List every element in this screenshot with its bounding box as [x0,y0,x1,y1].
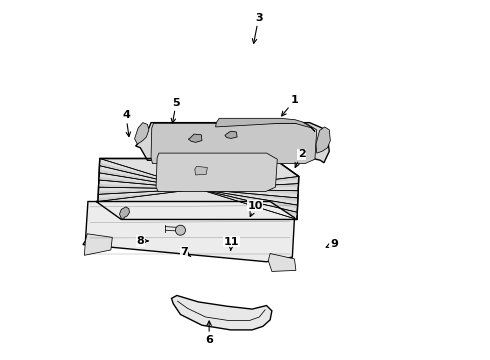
Text: 2: 2 [295,149,306,167]
Polygon shape [99,177,298,201]
Text: 5: 5 [171,98,180,123]
Polygon shape [135,123,149,144]
Polygon shape [269,253,296,271]
Polygon shape [172,296,272,330]
Polygon shape [195,166,207,175]
Polygon shape [83,202,294,262]
Text: 4: 4 [122,111,130,136]
Polygon shape [98,176,299,202]
Circle shape [175,225,186,235]
Polygon shape [98,184,298,194]
Polygon shape [151,123,317,163]
Polygon shape [98,184,298,194]
Polygon shape [188,134,202,142]
Polygon shape [316,127,330,153]
Text: 7: 7 [180,247,191,257]
Text: 3: 3 [252,13,263,43]
Polygon shape [120,207,129,220]
Polygon shape [96,158,299,220]
Text: 6: 6 [205,321,213,345]
Text: 11: 11 [223,237,239,250]
Text: 1: 1 [282,95,298,116]
Text: 8: 8 [136,236,148,246]
Polygon shape [136,123,329,163]
Text: 10: 10 [247,201,263,216]
Polygon shape [99,170,297,208]
Polygon shape [225,131,237,138]
Text: 9: 9 [326,239,338,249]
Polygon shape [99,162,297,216]
Polygon shape [84,234,112,255]
Polygon shape [216,118,315,132]
Polygon shape [156,153,277,192]
